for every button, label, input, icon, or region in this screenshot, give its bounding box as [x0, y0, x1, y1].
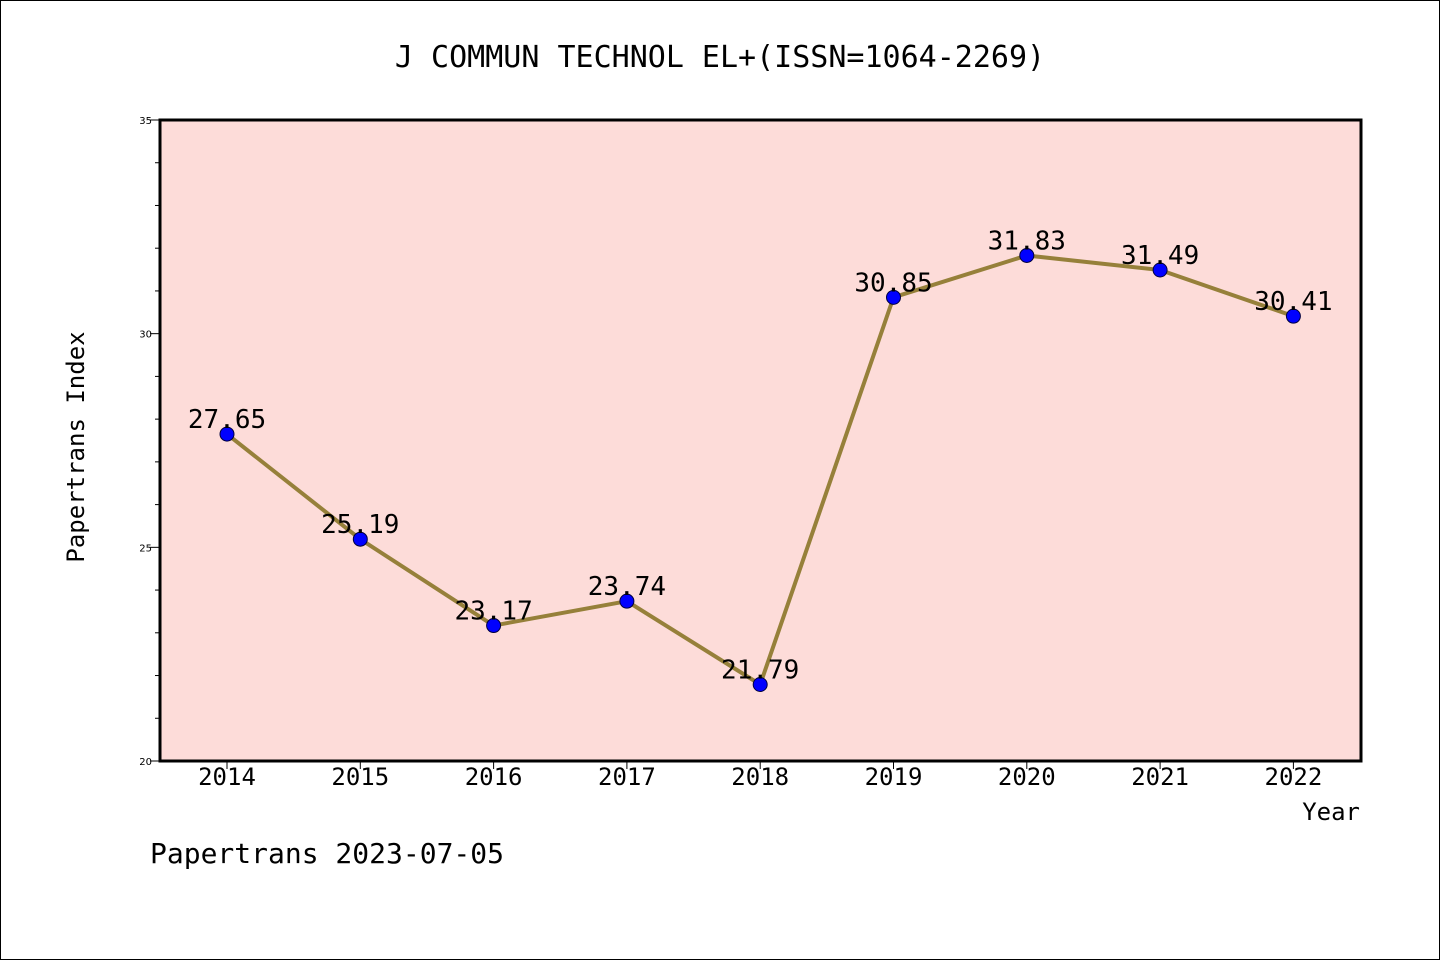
data-point-2019 — [886, 289, 901, 305]
x-tick-label: 2015 — [331, 763, 389, 791]
y-axis: 20 25 30 35 — [139, 116, 160, 768]
x-tick-label: 2018 — [731, 763, 789, 791]
x-tick-label: 2014 — [198, 763, 256, 791]
data-point-2022 — [1285, 308, 1301, 324]
x-tick-label: 2020 — [998, 763, 1056, 791]
data-label-2017: 23.74 — [588, 572, 666, 602]
data-labels-group: 27.65 25.19 23.17 23.74 21.79 30.85 31.83 31.49… — [188, 226, 1333, 685]
data-point-2018 — [752, 677, 768, 693]
x-tick-label: 2021 — [1131, 763, 1189, 791]
x-tick-label: 2016 — [465, 763, 523, 791]
x-axis: 2014 2015 2016 2017 2018 2019 2020 2021 2022 — [198, 761, 1322, 791]
data-label-2021: 31.49 — [1121, 241, 1199, 271]
data-label-2018: 21.79 — [721, 656, 799, 686]
data-label-2014: 27.65 — [188, 405, 266, 435]
series-line-group — [219, 247, 1301, 693]
data-label-2015: 25.19 — [321, 510, 399, 540]
data-point-2014 — [219, 426, 235, 442]
x-tick-label: 2022 — [1265, 763, 1323, 791]
data-point-2017 — [619, 593, 635, 609]
data-point-2015 — [352, 531, 368, 547]
footer-watermark: Papertrans 2023-07-05 — [150, 837, 504, 870]
data-label-2019: 30.85 — [854, 268, 932, 298]
data-point-2021 — [1152, 262, 1168, 278]
data-point-2016 — [486, 618, 502, 634]
data-point-2020 — [1019, 247, 1035, 263]
data-label-2022: 30.41 — [1254, 287, 1332, 317]
data-label-2020: 31.83 — [988, 226, 1066, 256]
y-tick-label: 20 — [139, 757, 152, 768]
y-tick-label: 25 — [139, 543, 152, 554]
x-axis-title: Year — [1302, 798, 1360, 826]
x-tick-label: 2017 — [598, 763, 656, 791]
x-tick-label: 2019 — [865, 763, 923, 791]
data-label-2016: 23.17 — [454, 597, 532, 627]
plot-area — [158, 118, 1363, 763]
y-axis-title: Papertrans Index — [62, 331, 90, 562]
chart-title: J COMMUN TECHNOL EL+(ISSN=1064-2269) — [395, 40, 1045, 75]
y-tick-label: 30 — [139, 330, 152, 341]
y-tick-label: 35 — [139, 116, 152, 127]
